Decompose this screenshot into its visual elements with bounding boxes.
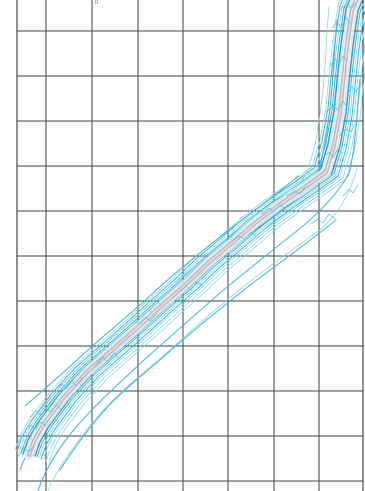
contour-detail-7 <box>231 231 257 242</box>
contour-detail-12 <box>329 55 348 67</box>
contour-line-16 <box>48 66 365 463</box>
contour-detail-9 <box>286 186 306 197</box>
top-mark: 0 <box>95 0 99 6</box>
outer-left-contour-2 <box>17 5 330 445</box>
route-halo <box>24 0 361 460</box>
outer-right-contour-2 <box>47 167 358 491</box>
contour-line-11 <box>36 1 365 458</box>
centerline-route <box>24 0 361 460</box>
outer-right-contour-3 <box>59 219 337 471</box>
contour-detail-19 <box>340 2 357 10</box>
contour-detail-6 <box>178 281 204 293</box>
contour-detail-13 <box>331 17 351 29</box>
contour-detail-11 <box>325 100 348 113</box>
contour-line-13 <box>40 10 365 460</box>
contour-line-14 <box>42 19 365 461</box>
contour-detail-4 <box>94 352 119 367</box>
map-grid <box>16 0 364 491</box>
contour-line-15 <box>45 41 365 462</box>
contour-detail-3 <box>54 377 83 391</box>
contour-detail-5 <box>127 313 157 328</box>
contour-line-12 <box>38 4 365 459</box>
contour-detail-17 <box>338 123 356 137</box>
contour-line-2 <box>16 0 343 452</box>
contour-detail-1 <box>29 404 62 418</box>
route-highlight <box>28 0 357 456</box>
contour-detail-14 <box>17 445 35 457</box>
contour-detail-lines <box>17 2 362 457</box>
contour-detail-8 <box>261 204 286 215</box>
contour-detail-16 <box>342 184 359 197</box>
contour-detail-10 <box>320 148 343 160</box>
contour-line-10 <box>34 0 363 457</box>
contour-detail-15 <box>310 213 336 225</box>
contour-detail-18 <box>346 83 362 95</box>
outer-left-contour-3 <box>24 175 299 407</box>
outer-right-contour-1 <box>37 78 361 491</box>
contour-lines <box>14 0 365 491</box>
contour-detail-2 <box>24 421 48 431</box>
